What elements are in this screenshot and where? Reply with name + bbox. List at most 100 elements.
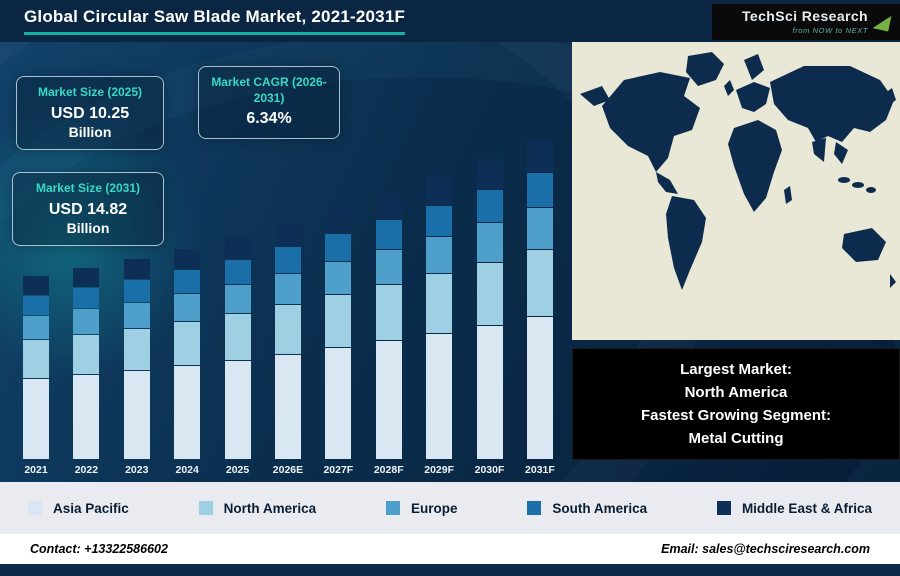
bar-segment-europe [73, 309, 100, 334]
map-continents [580, 52, 896, 290]
bar-segment-asia-pacific [123, 371, 150, 459]
bar-stack [375, 193, 402, 459]
bar-segment-asia-pacific [224, 361, 251, 459]
x-axis-label: 2021 [24, 464, 48, 476]
stat-label: Market Size (2031) [35, 181, 141, 195]
map-new-zealand [890, 274, 896, 288]
bar-column-2027f: 2027F [316, 208, 360, 476]
map-panel: Largest Market: North America Fastest Grow… [572, 42, 900, 482]
bar-column-2022: 2022 [64, 268, 108, 476]
legend-label: North America [223, 500, 317, 516]
stat-unit: Billion [68, 123, 112, 140]
bar-segment-europe [375, 250, 402, 285]
bar-stack [476, 158, 503, 459]
bar-segment-europe [174, 293, 201, 321]
bar-segment-north-america [375, 285, 402, 341]
bar-column-2023: 2023 [115, 259, 159, 476]
x-axis-label: 2025 [225, 464, 250, 476]
bar-column-2025: 2025 [216, 237, 260, 476]
x-axis-label: 2028F [373, 464, 404, 476]
legend-swatch [527, 501, 542, 515]
bar-segment-middle-east-africa [325, 208, 352, 233]
stat-box-market-size-2025: Market Size (2025) USD 10.25 Billion [16, 76, 164, 151]
note-line: North America [684, 383, 788, 401]
map-indonesia-3 [866, 187, 876, 193]
map-indonesia-1 [838, 177, 850, 183]
x-axis-label: 2031F [525, 464, 555, 476]
x-axis-label: 2029F [424, 464, 455, 476]
bar-segment-middle-east-africa [476, 158, 503, 189]
map-australia [842, 228, 886, 262]
bar-segment-south-america [426, 205, 453, 237]
bar-stack [123, 259, 150, 459]
legend-label: Europe [410, 500, 458, 516]
bar-segment-north-america [325, 295, 352, 348]
footer-email: Email: sales@techsciresearch.com [661, 542, 870, 556]
note-line: Fastest Growing Segment: [640, 407, 832, 424]
bar-chart: 2021 2022 2023 2024 2025 2026E 2027F 2028F 2029F… [10, 42, 566, 476]
bar-segment-north-america [174, 321, 201, 366]
bar-segment-north-america [476, 262, 503, 325]
bar-segment-europe [476, 223, 503, 262]
bar-stack [526, 140, 553, 459]
map-india [812, 138, 826, 162]
bar-segment-north-america [426, 274, 453, 333]
footer-contact: Contact: +13322586602 [30, 542, 168, 556]
bar-segment-middle-east-africa [174, 248, 201, 270]
bar-segment-asia-pacific [174, 366, 201, 459]
stat-value: USD 10.25 [50, 104, 130, 122]
bar-segment-north-america [274, 305, 301, 354]
brand-tagline: from NOW to NEXT [792, 26, 868, 36]
bar-segment-middle-east-africa [123, 259, 150, 279]
bar-segment-south-america [526, 172, 553, 208]
brand-logo: TechSci Research from NOW to NEXT [712, 4, 900, 40]
bar-segment-middle-east-africa [224, 237, 251, 260]
bar-segment-asia-pacific [426, 333, 453, 459]
bar-segment-south-america [224, 260, 251, 285]
bar-segment-asia-pacific [375, 341, 402, 459]
bar-column-2028f: 2028F [367, 193, 411, 476]
bar-segment-europe [426, 237, 453, 274]
bar-stack [325, 208, 352, 459]
legend-swatch [716, 501, 731, 515]
x-axis-label: 2027F [323, 464, 354, 476]
stat-value: USD 14.82 [48, 200, 128, 218]
legend-item-middle-east-africa: Middle East & Africa [716, 500, 872, 516]
stat-value: 6.34% [246, 110, 292, 128]
map-indonesia-2 [852, 182, 864, 188]
bar-segment-north-america [73, 334, 100, 374]
footer: Contact: +13322586602 Email: sales@techs… [0, 534, 900, 564]
x-axis-label: 2024 [175, 464, 199, 476]
bar-segment-middle-east-africa [526, 140, 553, 172]
bar-segment-europe [274, 273, 301, 305]
brand-arrow-icon [872, 12, 892, 32]
legend-swatch [198, 501, 213, 515]
bar-column-2021: 2021 [14, 276, 58, 476]
bar-segment-europe [123, 302, 150, 328]
map-north-america [602, 72, 700, 172]
map-madagascar [784, 186, 792, 204]
legend-label: South America [552, 500, 648, 516]
map-southeast-asia [834, 142, 848, 164]
bar-segment-asia-pacific [325, 348, 352, 459]
bar-segment-europe [526, 208, 553, 250]
map-alaska [580, 86, 610, 106]
legend-label: Middle East & Africa [741, 500, 872, 516]
legend-item-europe: Europe [385, 500, 458, 516]
note-line: Largest Market: [680, 360, 792, 378]
bar-stack [274, 223, 301, 459]
bar-segment-north-america [526, 250, 553, 317]
bar-segment-europe [23, 316, 49, 340]
bar-segment-south-america [274, 247, 301, 273]
bar-segment-middle-east-africa [73, 268, 100, 287]
map-africa [728, 120, 782, 212]
bar-column-2031f: 2031F [518, 140, 562, 476]
world-map [572, 42, 900, 340]
bar-segment-south-america [375, 220, 402, 250]
map-greenland [686, 52, 724, 86]
bar-segment-asia-pacific [23, 378, 49, 459]
bar-segment-north-america [123, 329, 150, 370]
x-axis-label: 2023 [125, 464, 149, 476]
bar-stack [426, 176, 453, 459]
